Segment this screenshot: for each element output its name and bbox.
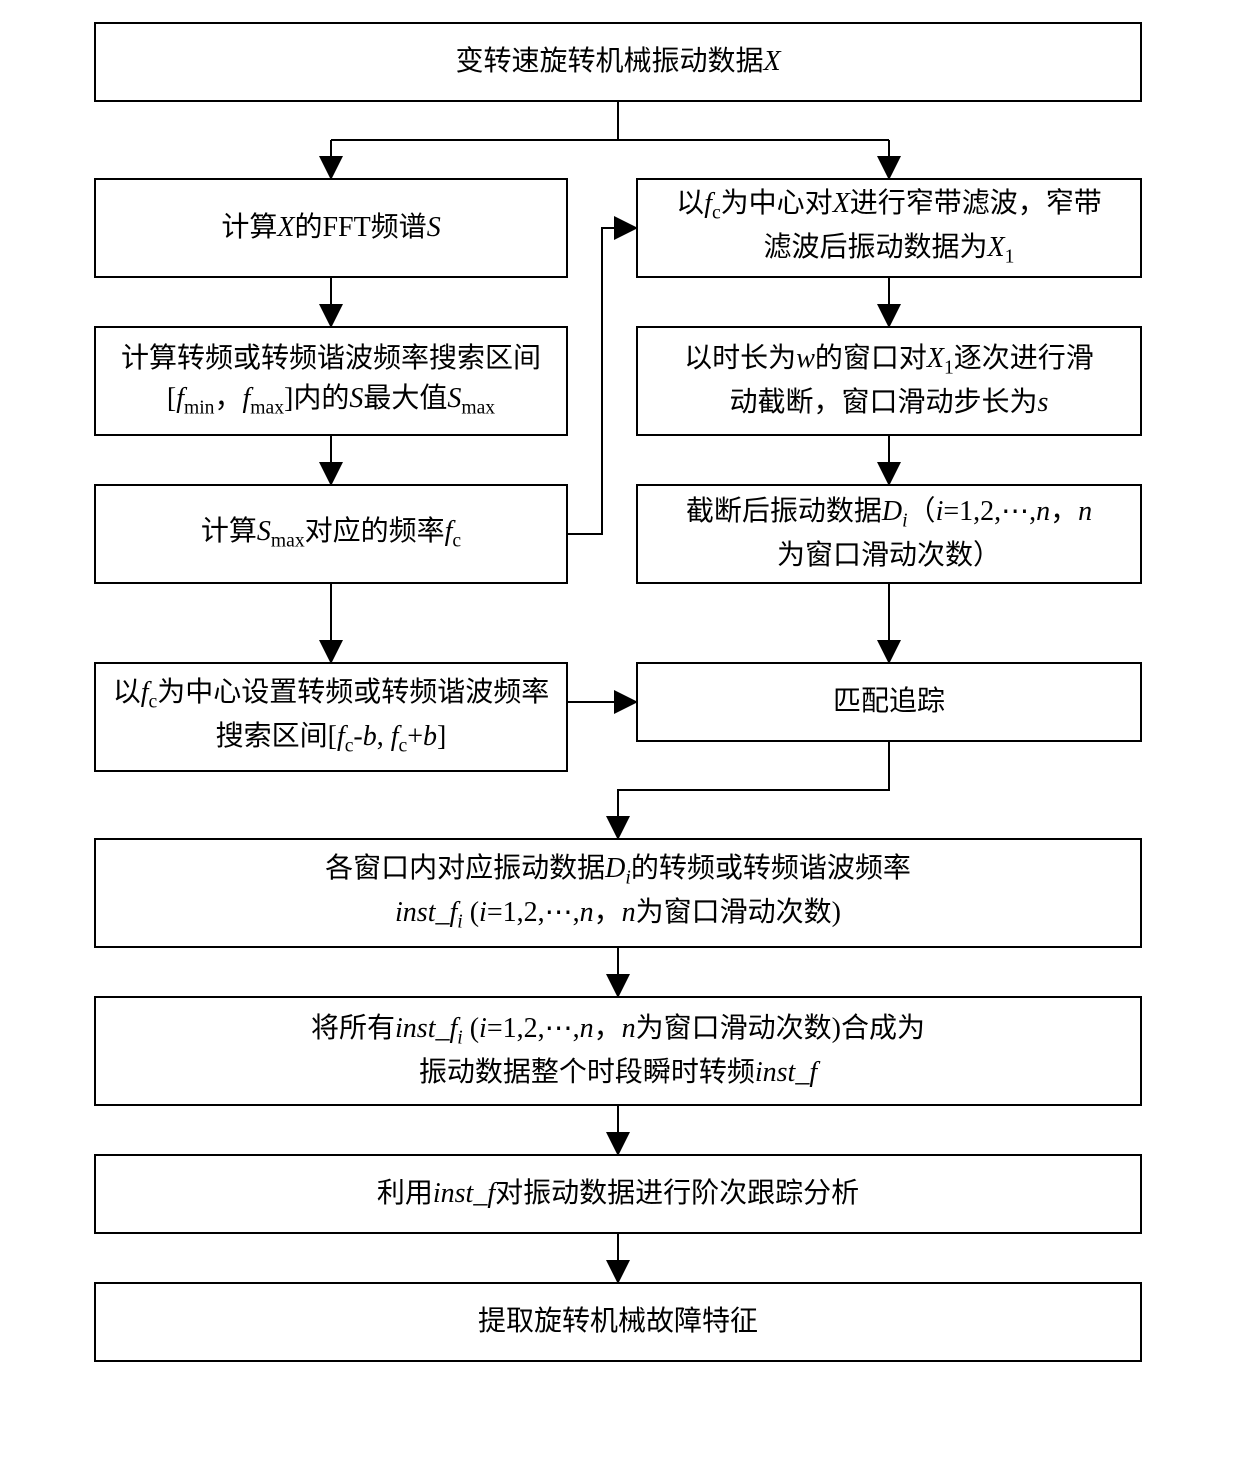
node-fault-features: 提取旋转机械故障特征 (94, 1282, 1142, 1362)
node-text: 截断后振动数据Di（i=1,2,⋯,n，n为窗口滑动次数） (686, 492, 1092, 577)
node-input-data: 变转速旋转机械振动数据X (94, 22, 1142, 102)
node-text: 以fc为中心设置转频或转频谐波频率搜索区间[fc-b, fc+b] (113, 673, 550, 761)
node-matching-pursuit: 匹配追踪 (636, 662, 1142, 742)
node-order-tracking: 利用inst_f对振动数据进行阶次跟踪分析 (94, 1154, 1142, 1234)
node-text: 计算转频或转频谐波频率搜索区间[fmin，fmax]内的S最大值Smax (121, 339, 541, 424)
node-search-smax: 计算转频或转频谐波频率搜索区间[fmin，fmax]内的S最大值Smax (94, 326, 568, 436)
node-text: 利用inst_f对振动数据进行阶次跟踪分析 (377, 1174, 859, 1215)
node-text: 计算X的FFT频谱S (221, 208, 440, 249)
node-compute-fc: 计算Smax对应的频率fc (94, 484, 568, 584)
node-sliding-window: 以时长为w的窗口对X1逐次进行滑动截断，窗口滑动步长为s (636, 326, 1142, 436)
node-text: 匹配追踪 (833, 682, 945, 723)
node-text: 以fc为中心对X进行窄带滤波，窄带滤波后振动数据为X1 (676, 184, 1102, 272)
node-set-search-band: 以fc为中心设置转频或转频谐波频率搜索区间[fc-b, fc+b] (94, 662, 568, 772)
node-text: 计算Smax对应的频率fc (201, 512, 461, 556)
node-fft-spectrum: 计算X的FFT频谱S (94, 178, 568, 278)
node-text: 提取旋转机械故障特征 (478, 1302, 758, 1343)
node-text: 将所有inst_fi (i=1,2,⋯,n，n为窗口滑动次数)合成为振动数据整个… (311, 1009, 925, 1094)
node-text: 以时长为w的窗口对X1逐次进行滑动截断，窗口滑动步长为s (684, 339, 1094, 424)
node-text: 变转速旋转机械振动数据X (455, 42, 780, 83)
node-synthesize-instf: 将所有inst_fi (i=1,2,⋯,n，n为窗口滑动次数)合成为振动数据整个… (94, 996, 1142, 1106)
node-narrowband-filter: 以fc为中心对X进行窄带滤波，窄带滤波后振动数据为X1 (636, 178, 1142, 278)
node-text: 各窗口内对应振动数据Di的转频或转频谐波频率inst_fi (i=1,2,⋯,n… (325, 849, 911, 937)
node-window-freqs: 各窗口内对应振动数据Di的转频或转频谐波频率inst_fi (i=1,2,⋯,n… (94, 838, 1142, 948)
node-truncated-segments: 截断后振动数据Di（i=1,2,⋯,n，n为窗口滑动次数） (636, 484, 1142, 584)
